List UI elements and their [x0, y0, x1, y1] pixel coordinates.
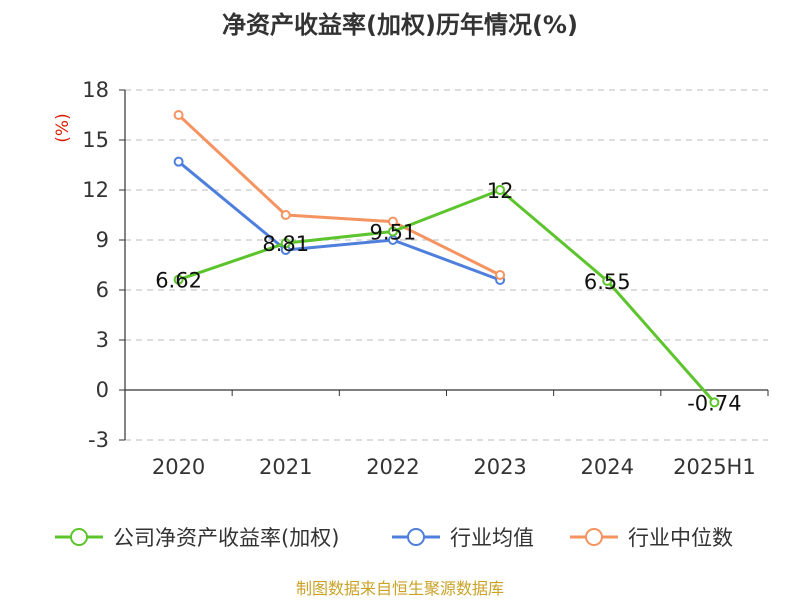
data-label: 12 [487, 179, 514, 203]
series-line [177, 160, 501, 282]
legend-marker [585, 528, 603, 546]
data-label: 6.62 [155, 269, 202, 293]
x-tick-label: 2025H1 [673, 455, 756, 479]
x-tick-label: 2021 [259, 455, 312, 479]
data-label: -0.74 [687, 391, 741, 415]
legend-label: 行业均值 [450, 526, 534, 550]
data-point [173, 110, 184, 120]
source-note: 制图数据来自恒生聚源数据库 [296, 579, 504, 598]
y-tick-label: 0 [96, 378, 109, 402]
data-point [709, 397, 720, 408]
legend-label: 行业中位数 [628, 526, 733, 550]
axes: -3 0 3 6 9 12 15 18 2020 2021 2022 2023 2024 2025H1 [82, 78, 769, 479]
y-tick-label: 15 [82, 128, 109, 152]
data-label: 9.51 [370, 221, 417, 245]
series-line [178, 188, 716, 404]
data-point [173, 156, 184, 167]
x-tick-label: 2023 [473, 455, 526, 479]
y-tick-label: -3 [88, 428, 109, 452]
data-label: 6.55 [584, 270, 631, 294]
x-tick-label: 2020 [152, 455, 205, 479]
data-label: 8.81 [262, 232, 309, 256]
data-point [387, 216, 398, 227]
y-tick-label: 18 [82, 78, 109, 102]
legend-marker [407, 528, 425, 546]
x-tick-label: 2022 [366, 455, 419, 479]
legend-label: 公司净资产收益率(加权) [113, 526, 339, 550]
legend: 公司净资产收益率(加权) 行业均值 行业中位数 [55, 526, 733, 550]
data-labels: 6.62 8.81 9.51 12 6.55 -0.74 [155, 179, 741, 415]
data-point [173, 274, 184, 285]
chart-title: 净资产收益率(加权)历年情况(%) [222, 11, 578, 39]
legend-marker [70, 528, 88, 546]
series-line [177, 113, 501, 277]
data-point [495, 185, 506, 195]
data-point [280, 238, 291, 249]
y-tick-label: 9 [96, 228, 109, 252]
series-lines [173, 110, 720, 408]
data-point [280, 210, 291, 220]
y-tick-label: 3 [96, 328, 109, 352]
y-axis-label: (%) [53, 113, 73, 142]
data-point [387, 226, 398, 237]
x-tick-label: 2024 [581, 455, 634, 479]
y-tick-label: 12 [82, 178, 109, 202]
grid-lines [125, 89, 768, 441]
data-point [495, 270, 506, 280]
y-tick-label: 6 [96, 278, 109, 302]
data-point [602, 275, 613, 286]
